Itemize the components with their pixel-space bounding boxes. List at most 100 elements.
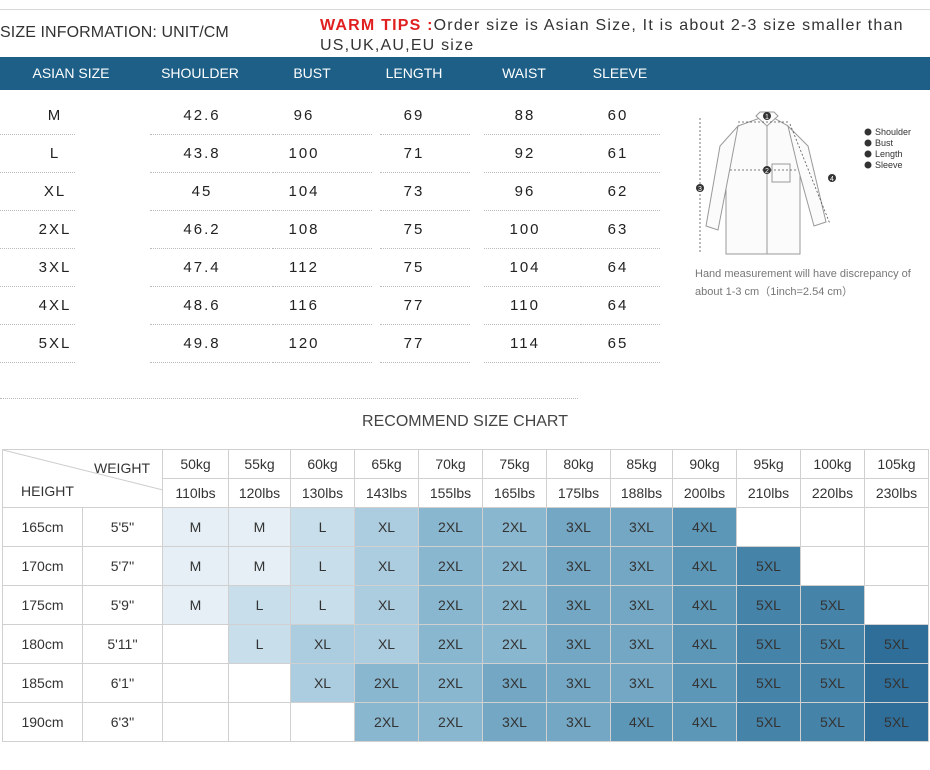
row-divider <box>580 324 660 325</box>
weight-label: WEIGHT <box>94 460 150 476</box>
legend-shoulder: Shoulder <box>875 127 911 137</box>
weight-lbs-header: 200lbs <box>672 478 737 508</box>
size-recommend-cell: M <box>162 585 229 625</box>
row-divider <box>484 248 579 249</box>
size-recommend-cell: 3XL <box>482 702 547 742</box>
height-cm-cell: 170cm <box>2 546 83 586</box>
col-asian-size: ASIAN SIZE <box>32 65 110 81</box>
size-recommend-cell: 5XL <box>736 624 801 664</box>
size-recommend-cell: 5XL <box>736 546 801 586</box>
size-cell: 92 <box>514 145 536 162</box>
row-divider <box>0 286 75 287</box>
size-recommend-cell <box>162 702 229 742</box>
height-ft-cell: 5'5'' <box>82 507 163 547</box>
size-row: XL 45 104 73 96 62 <box>0 173 660 211</box>
size-recommend-cell: XL <box>354 585 419 625</box>
recommend-title: RECOMMEND SIZE CHART <box>362 413 568 430</box>
size-cell: 42.6 <box>183 107 221 124</box>
size-cell: 104 <box>509 259 541 276</box>
row-divider <box>272 210 372 211</box>
size-recommend-cell: 5XL <box>864 702 929 742</box>
size-cell: L <box>49 145 61 162</box>
size-cell: 116 <box>289 297 319 314</box>
row-divider <box>272 324 372 325</box>
size-recommend-cell: M <box>162 546 229 586</box>
col-sleeve: SLEEVE <box>592 65 648 81</box>
size-recommend-cell: 4XL <box>672 546 737 586</box>
height-cm-cell: 190cm <box>2 702 83 742</box>
size-cell: 112 <box>289 259 319 276</box>
weight-kg-header: 105kg <box>864 449 929 479</box>
size-cell: 77 <box>403 335 425 352</box>
size-info-heading: SIZE INFORMATION: UNIT/CM <box>0 24 229 41</box>
col-length: LENGTH <box>385 65 443 81</box>
marker-4: 4 <box>830 176 834 183</box>
height-cm-cell: 180cm <box>2 624 83 664</box>
size-recommend-cell <box>228 663 291 703</box>
size-cell: 120 <box>288 335 320 352</box>
size-recommend-cell: 2XL <box>418 663 483 703</box>
size-recommend-cell: 5XL <box>736 663 801 703</box>
size-row: 4XL 48.6 116 77 110 64 <box>0 287 660 325</box>
size-row: 5XL 49.8 120 77 114 65 <box>0 325 660 363</box>
weight-kg-header: 70kg <box>418 449 483 479</box>
size-cell: 45 <box>191 183 213 200</box>
table-row: 170cm 5'7'' M M L XL 2XL 2XL 3XL 3XL 4XL 5XL <box>2 546 929 586</box>
row-divider <box>272 134 372 135</box>
marker-2: 2 <box>765 168 769 175</box>
size-recommend-cell <box>864 507 929 547</box>
size-recommend-cell <box>864 585 929 625</box>
size-recommend-cell: XL <box>354 546 419 586</box>
weight-kg-header: 60kg <box>290 449 355 479</box>
weight-kg-header: 95kg <box>736 449 801 479</box>
row-divider <box>580 362 660 363</box>
legend-sleeve: Sleeve <box>875 160 903 170</box>
size-cell: 65 <box>607 335 629 352</box>
row-divider <box>272 286 372 287</box>
size-cell: 96 <box>514 183 536 200</box>
height-ft-cell: 5'11'' <box>82 624 163 664</box>
size-cell: XL <box>43 183 67 200</box>
size-recommend-cell <box>162 624 229 664</box>
size-recommend-cell: 2XL <box>418 585 483 625</box>
table-row: 185cm 6'1'' XL 2XL 2XL 3XL 3XL 3XL 4XL 5XL 5XL 5XL <box>2 663 929 703</box>
row-divider <box>580 134 660 135</box>
size-recommend-cell: 2XL <box>482 507 547 547</box>
weight-kg-header: 90kg <box>672 449 737 479</box>
row-divider <box>380 286 470 287</box>
table-row: 175cm 5'9'' M L L XL 2XL 2XL 3XL 3XL 4XL 5XL 5XL <box>2 585 929 625</box>
size-recommend-cell: 3XL <box>610 585 673 625</box>
size-recommend-cell: M <box>228 546 291 586</box>
size-recommend-cell <box>800 507 865 547</box>
size-recommend-cell: XL <box>354 507 419 547</box>
col-bust: BUST <box>293 65 331 81</box>
size-recommend-cell: M <box>162 507 229 547</box>
size-recommend-cell: 2XL <box>354 663 419 703</box>
size-recommend-cell: 5XL <box>736 702 801 742</box>
size-cell: 69 <box>403 107 425 124</box>
size-cell: 108 <box>288 221 320 238</box>
measurement-note: Hand measurement will have discrepancy o… <box>695 268 911 298</box>
row-divider <box>484 134 579 135</box>
row-divider <box>484 286 579 287</box>
size-recommend-cell: L <box>290 546 355 586</box>
size-recommend-cell: 2XL <box>418 702 483 742</box>
shirt-measurement-illustration: 1 2 3 4 Shoulder Bust Length Sleeve <box>690 106 925 266</box>
weight-kg-header: 100kg <box>800 449 865 479</box>
size-recommend-cell: L <box>228 585 291 625</box>
size-recommend-cell: L <box>290 585 355 625</box>
weight-lbs-header: 165lbs <box>482 478 547 508</box>
size-recommend-cell: 5XL <box>864 663 929 703</box>
size-recommend-cell: 4XL <box>672 702 737 742</box>
size-cell: 77 <box>403 297 425 314</box>
row-divider <box>150 362 270 363</box>
row-divider <box>150 210 270 211</box>
size-recommend-cell: 2XL <box>354 702 419 742</box>
size-recommend-cell: 5XL <box>736 585 801 625</box>
legend-length: Length <box>875 149 903 159</box>
size-recommend-cell: 2XL <box>482 585 547 625</box>
row-divider <box>0 324 75 325</box>
size-cell: 4XL <box>38 297 72 314</box>
row-divider <box>580 210 660 211</box>
height-cm-cell: 175cm <box>2 585 83 625</box>
